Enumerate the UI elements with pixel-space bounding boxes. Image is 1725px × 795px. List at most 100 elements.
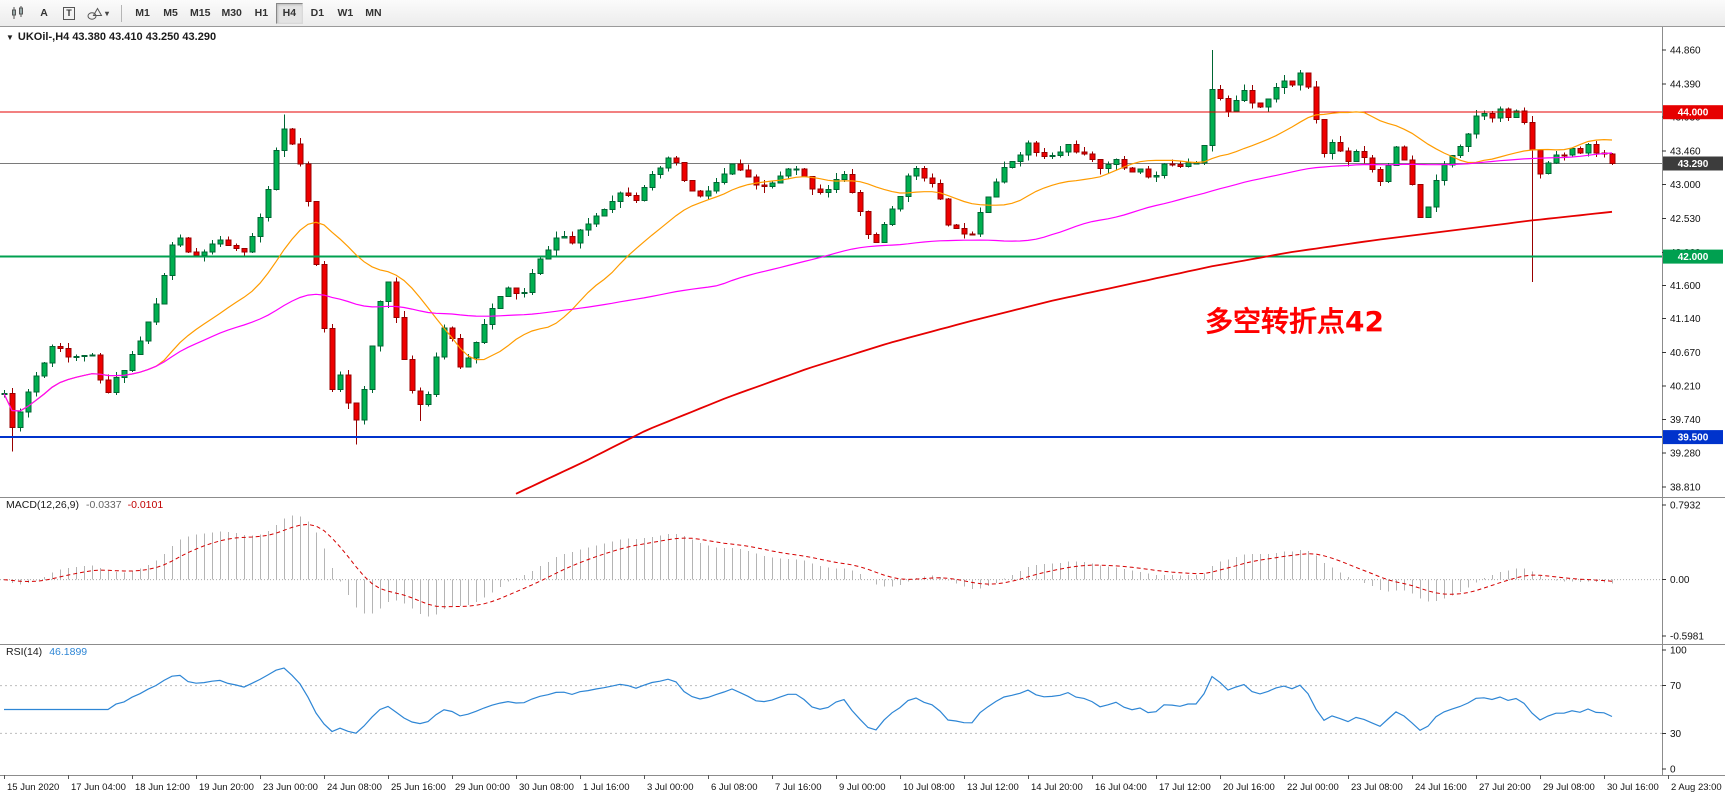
price-tick-label: 42.530 xyxy=(1670,214,1701,225)
timeframe-buttons: M1 M5 M15 M30 H1 H4 D1 W1 MN xyxy=(129,2,387,24)
ma-mid-line xyxy=(3,152,1613,412)
svg-text:42.000: 42.000 xyxy=(1678,252,1709,263)
macd-value-signal: -0.0101 xyxy=(127,499,164,511)
macd-value-main: -0.0337 xyxy=(85,499,122,511)
price-badge-44.000: 44.000 xyxy=(1663,105,1723,120)
toolbar-separator xyxy=(121,4,123,22)
ma-slow-line xyxy=(515,210,1613,495)
time-axis-label: 29 Jun 00:00 xyxy=(455,782,510,793)
candles xyxy=(1,50,1616,452)
time-axis-label: 23 Jun 00:00 xyxy=(263,782,318,793)
price-tick-label: 43.000 xyxy=(1670,180,1701,191)
chart-title-text: UKOil-,H4 43.380 43.410 43.250 43.290 xyxy=(17,31,217,43)
macd-axis-label: -0.5981 xyxy=(1670,632,1704,643)
price-tick-label: 44.390 xyxy=(1670,80,1701,91)
rsi-axis-label: 100 xyxy=(1670,645,1687,656)
time-axis-label: 13 Jul 12:00 xyxy=(967,782,1019,793)
price-tick-label: 40.670 xyxy=(1670,348,1701,359)
price-tick-label: 41.140 xyxy=(1670,314,1701,325)
rsi-panel[interactable] xyxy=(0,667,1662,734)
time-axis-label: 2 Aug 23:00 xyxy=(1671,782,1722,793)
time-axis-label: 17 Jun 04:00 xyxy=(71,782,126,793)
price-tick-label: 39.740 xyxy=(1670,415,1701,426)
timeframe-button-m30[interactable]: M30 xyxy=(216,3,246,24)
price-axis[interactable] xyxy=(1662,27,1725,775)
time-axis-label: 3 Jul 00:00 xyxy=(647,782,693,793)
time-axis-label: 15 Jun 2020 xyxy=(7,782,59,793)
candlestick-icon xyxy=(12,6,23,19)
price-tick-label: 38.810 xyxy=(1670,482,1701,493)
timeframe-button-m1[interactable]: M1 xyxy=(129,3,156,24)
svg-text:39.500: 39.500 xyxy=(1678,433,1709,444)
time-axis-label: 17 Jul 12:00 xyxy=(1159,782,1211,793)
price-tick-label: 40.210 xyxy=(1670,381,1701,392)
indicator-axis-labels: 0.7932 0.00 -0.5981 100 70 30 0 xyxy=(1662,501,1704,776)
time-axis-label: 24 Jun 08:00 xyxy=(327,782,382,793)
time-axis-label: 16 Jul 04:00 xyxy=(1095,782,1147,793)
current-price-badge: 43.290 xyxy=(1663,156,1723,171)
chart-plot-area[interactable] xyxy=(0,27,1662,497)
price-tick-label: 39.280 xyxy=(1670,448,1701,459)
time-axis-label: 7 Jul 16:00 xyxy=(775,782,821,793)
timeframe-button-w1[interactable]: W1 xyxy=(332,3,359,24)
price-badge-39.500: 39.500 xyxy=(1663,430,1723,445)
macd-panel[interactable] xyxy=(0,515,1662,617)
time-axis-label: 30 Jul 16:00 xyxy=(1607,782,1659,793)
rsi-axis-label: 30 xyxy=(1670,729,1682,740)
price-tick-label: 43.460 xyxy=(1670,147,1701,158)
text-label-tool-button[interactable]: T xyxy=(57,3,81,24)
macd-signal-line xyxy=(3,523,1613,608)
rsi-axis-label: 70 xyxy=(1670,681,1682,692)
time-axis-label: 20 Jul 16:00 xyxy=(1223,782,1275,793)
svg-text:44.000: 44.000 xyxy=(1678,108,1709,119)
time-axis-label: 10 Jul 08:00 xyxy=(903,782,955,793)
text-tool-label: A xyxy=(40,7,48,19)
charts-toolbar-button[interactable] xyxy=(5,3,31,24)
macd-label: MACD(12,26,9) -0.0337 -0.0101 xyxy=(6,499,163,511)
chart-menu-icon: ▼ xyxy=(6,33,14,42)
timeframe-button-d1[interactable]: D1 xyxy=(304,3,331,24)
text-label-tool-label: T xyxy=(62,6,76,20)
time-axis[interactable] xyxy=(0,775,1725,795)
price-badge-42.000: 42.000 xyxy=(1663,249,1723,264)
time-axis-label: 1 Jul 16:00 xyxy=(583,782,629,793)
rsi-name: RSI(14) xyxy=(6,646,43,658)
shapes-tool-button[interactable]: ▾ xyxy=(82,3,114,24)
rsi-value: 46.1899 xyxy=(49,646,88,658)
text-tool-button[interactable]: A xyxy=(32,3,56,24)
chart-annotation[interactable]: 多空转折点42 xyxy=(1205,305,1384,338)
main-chart-panel xyxy=(0,50,1662,495)
macd-axis-label: 0.00 xyxy=(1670,575,1690,586)
time-axis-labels: 15 Jun 2020 17 Jun 04:00 18 Jun 12:00 19 Ju… xyxy=(4,775,1722,793)
rsi-label: RSI(14) 46.1899 xyxy=(6,646,87,658)
time-axis-label: 25 Jun 16:00 xyxy=(391,782,446,793)
time-axis-label: 29 Jul 08:00 xyxy=(1543,782,1595,793)
chart-title: ▼ UKOil-,H4 43.380 43.410 43.250 43.290 xyxy=(6,31,216,43)
rsi-axis-label: 0 xyxy=(1670,765,1676,776)
time-axis-label: 30 Jun 08:00 xyxy=(519,782,574,793)
macd-name: MACD(12,26,9) xyxy=(6,499,79,511)
svg-text:43.290: 43.290 xyxy=(1678,159,1709,170)
timeframe-button-h4[interactable]: H4 xyxy=(275,2,303,24)
macd-axis-label: 0.7932 xyxy=(1670,501,1701,512)
shapes-icon xyxy=(87,7,103,20)
timeframe-button-mn[interactable]: MN xyxy=(360,3,387,24)
rsi-line xyxy=(4,667,1613,734)
timeframe-button-m15[interactable]: M15 xyxy=(185,3,215,24)
timeframe-button-m5[interactable]: M5 xyxy=(157,3,184,24)
timeframe-button-h1[interactable]: H1 xyxy=(248,3,275,24)
time-axis-label: 6 Jul 08:00 xyxy=(711,782,757,793)
time-axis-label: 19 Jun 20:00 xyxy=(199,782,254,793)
chart-canvas: 44.86044.39043.93043.46043.00042.53042.0… xyxy=(0,27,1725,795)
time-axis-label: 23 Jul 08:00 xyxy=(1351,782,1403,793)
time-axis-label: 22 Jul 00:00 xyxy=(1287,782,1339,793)
price-tick-label: 41.600 xyxy=(1670,281,1701,292)
time-axis-label: 27 Jul 20:00 xyxy=(1479,782,1531,793)
time-axis-label: 18 Jun 12:00 xyxy=(135,782,190,793)
ma-fast-line xyxy=(3,111,1613,412)
toolbar: A T ▾ M1 M5 M15 M30 H1 H4 D1 W1 MN xyxy=(0,0,1725,27)
chevron-down-icon: ▾ xyxy=(105,8,110,18)
price-tick-label: 44.860 xyxy=(1670,46,1701,57)
macd-histogram xyxy=(4,515,1613,617)
